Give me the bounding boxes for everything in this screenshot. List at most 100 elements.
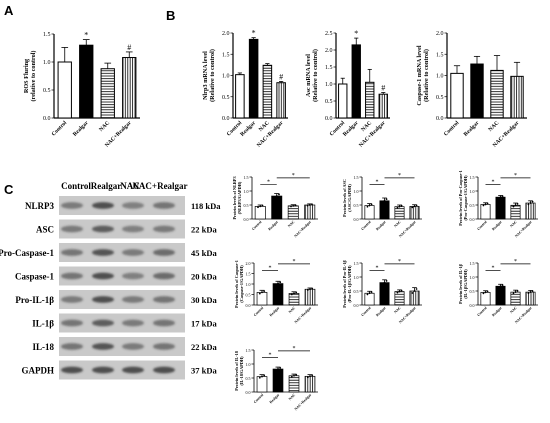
- bar: [276, 82, 286, 119]
- blot-row: GAPDH 37 kDa: [22, 360, 217, 380]
- data-point: [295, 373, 298, 376]
- x-category-label: Realgar: [491, 306, 503, 318]
- blot-lane-header: NAC: [120, 181, 140, 191]
- bar: [409, 206, 420, 220]
- blot-band: [122, 249, 144, 256]
- x-category-label: NAC: [488, 120, 501, 133]
- blot-kda-label: 30 kDa: [191, 295, 217, 305]
- blot-band: [153, 366, 175, 374]
- significance-mark: #: [279, 72, 283, 81]
- blot-protein-label: IL-1β: [32, 319, 54, 329]
- x-category-label: Realgar: [239, 120, 257, 138]
- data-point: [516, 203, 519, 205]
- bar: [510, 291, 521, 306]
- y-axis-label-line: (Relative to control): [209, 49, 216, 102]
- blot-band: [92, 225, 114, 233]
- data-point: [484, 291, 487, 294]
- y-tick-label: 1.5: [470, 175, 475, 180]
- blot-protein-label: Pro-Caspase-1: [0, 248, 55, 258]
- x-category-label: Control: [360, 220, 371, 231]
- blot-band: [92, 366, 114, 374]
- data-point: [413, 205, 416, 208]
- bar: [394, 291, 405, 306]
- significance-mark: *: [514, 173, 517, 179]
- bar: [495, 196, 506, 220]
- x-category-label: Control: [51, 120, 69, 138]
- data-point: [277, 282, 279, 285]
- y-axis-label-line: Protein levels of ASC: [342, 179, 347, 217]
- bar: [480, 204, 491, 220]
- bar: [365, 81, 375, 119]
- y-axis-label-line: (Relative to control): [312, 49, 319, 102]
- data-point: [484, 203, 487, 206]
- data-point: [368, 292, 371, 295]
- bar: [304, 204, 316, 220]
- x-category-label: NAC: [287, 220, 296, 229]
- data-point: [306, 204, 309, 207]
- y-axis-label-line: (Relative to control): [423, 49, 430, 102]
- blot-kda-label: 118 kDa: [191, 201, 221, 211]
- bar: [379, 282, 390, 306]
- blot-row: Caspase-1 20 kDa: [15, 266, 217, 286]
- data-point: [529, 202, 532, 204]
- data-point: [400, 289, 403, 292]
- y-axis-label-line: (IL-1β/GAPDH): [463, 269, 468, 299]
- bar: [235, 74, 245, 119]
- bar: [510, 204, 521, 220]
- data-point: [370, 203, 373, 206]
- x-category-label: Control: [251, 220, 262, 231]
- y-tick-label: 0.5: [222, 95, 230, 101]
- data-point: [261, 291, 263, 294]
- data-point: [311, 374, 314, 377]
- y-tick-label: 0.0: [246, 390, 251, 395]
- x-category-label: NAC: [509, 306, 518, 315]
- data-point: [512, 292, 515, 295]
- y-tick-label: 0.5: [244, 203, 249, 208]
- data-point: [396, 291, 399, 294]
- bar: [79, 44, 94, 119]
- y-tick-label: 2.0: [246, 261, 251, 266]
- y-axis-label-line: (ASC/GAPDH): [347, 184, 352, 212]
- data-point: [290, 293, 293, 296]
- data-point: [381, 201, 384, 204]
- data-point: [306, 289, 309, 291]
- y-tick-label: 2.5: [325, 31, 333, 37]
- blot-kda-label: 37 kDa: [191, 366, 217, 376]
- blot-band: [122, 366, 144, 374]
- x-category-label: Realgar: [269, 306, 281, 318]
- x-category-label: Control: [476, 306, 487, 317]
- panel-label-b: B: [166, 8, 175, 23]
- data-point: [279, 366, 282, 369]
- x-category-label: NAC+Realgar: [294, 306, 313, 325]
- bar: [338, 83, 348, 119]
- x-category-label: NAC: [98, 120, 111, 133]
- data-point: [383, 281, 386, 284]
- y-axis-label-line: Asc mRNA level: [305, 54, 312, 97]
- y-axis-label: Protein levels of NLRP3(NLRP3/GAPDH): [232, 176, 242, 219]
- y-axis-label-line: (Caspase-1/GAPDH): [239, 265, 244, 303]
- data-point: [512, 205, 515, 208]
- y-axis-label-line: Caspase-1 mRNA level: [416, 45, 423, 105]
- blot-protein-label: Caspase-1: [15, 272, 55, 282]
- significance-mark: *: [252, 29, 256, 38]
- blot-band: [61, 202, 83, 209]
- bar: [379, 200, 390, 220]
- blot-row: Pro-Caspase-1 45 kDa: [0, 243, 217, 262]
- blot-band: [153, 272, 175, 280]
- significance-mark: *: [398, 259, 401, 265]
- x-category-label: Realgar: [72, 120, 90, 138]
- data-point: [275, 195, 278, 197]
- blot-band: [122, 202, 144, 209]
- data-point: [396, 206, 399, 209]
- bar: [256, 376, 268, 393]
- x-category-label: Control: [443, 120, 461, 138]
- y-axis-label-line: (relative to control): [30, 51, 37, 102]
- data-point: [499, 196, 502, 199]
- bar: [378, 93, 388, 119]
- y-tick-label: 2.0: [325, 48, 333, 54]
- data-point: [306, 376, 309, 379]
- bar: [287, 205, 299, 220]
- y-tick-label: 0.0: [470, 217, 475, 222]
